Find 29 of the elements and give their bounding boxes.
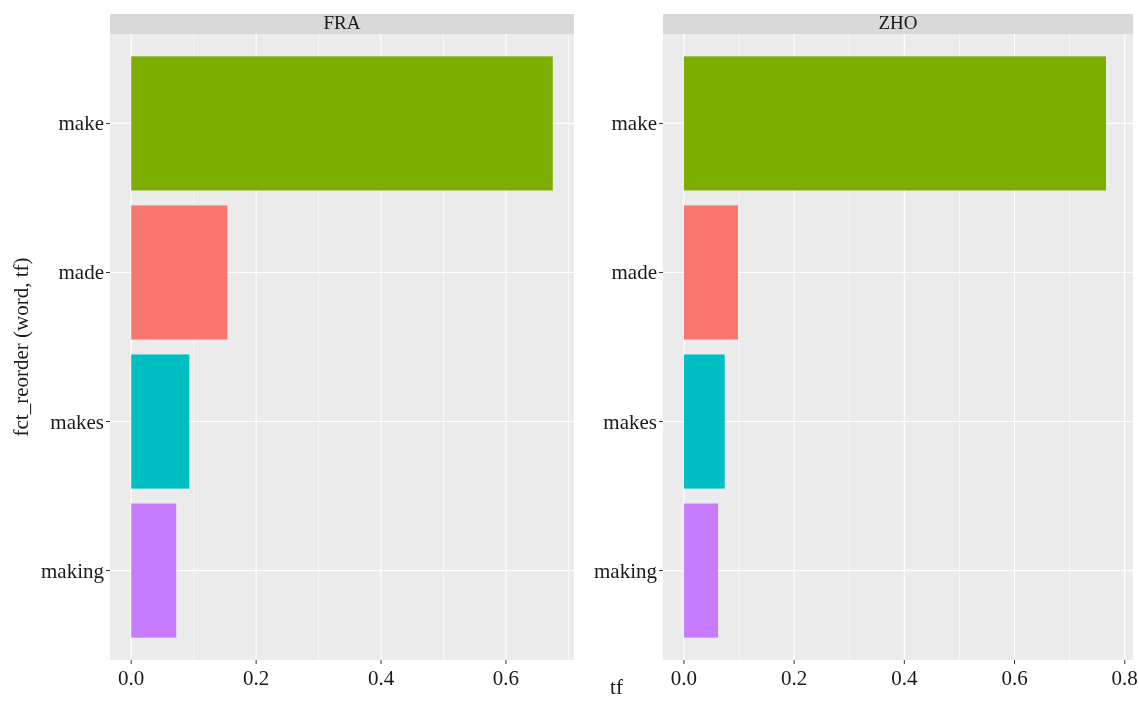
bar <box>131 503 177 638</box>
y-axis-title: fct_reorder (word, tf) <box>9 257 33 437</box>
x-tick-label: 0.4 <box>367 666 395 690</box>
chart-title: ZHO <box>878 12 918 33</box>
bar <box>131 56 553 191</box>
x-tick-label: 0.4 <box>891 666 918 690</box>
x-tick-label: 0.0 <box>670 666 698 690</box>
y-tick-label: makes <box>50 409 104 434</box>
x-tick-label: 0.2 <box>243 666 270 690</box>
x-axis-title: tf <box>610 675 623 699</box>
y-tick-label: make <box>611 111 657 136</box>
y-tick-label: making <box>41 558 105 583</box>
x-tick-label: 0.2 <box>781 666 808 690</box>
y-tick-label: made <box>58 260 104 285</box>
bar <box>131 205 228 340</box>
x-tick-label: 0.6 <box>492 666 520 690</box>
x-tick-label: 0.6 <box>1001 666 1028 690</box>
bar <box>131 354 190 489</box>
bar <box>683 56 1106 191</box>
x-tick-label: 0.8 <box>1111 666 1138 690</box>
bar <box>683 503 719 638</box>
chart-title: FRA <box>323 12 361 33</box>
y-tick-label: made <box>611 260 657 285</box>
bar <box>683 205 738 340</box>
y-tick-label: making <box>594 558 658 583</box>
x-tick-label: 0.0 <box>118 666 145 690</box>
bar <box>683 354 725 489</box>
y-tick-label: makes <box>603 409 657 434</box>
y-tick-label: make <box>58 111 104 136</box>
